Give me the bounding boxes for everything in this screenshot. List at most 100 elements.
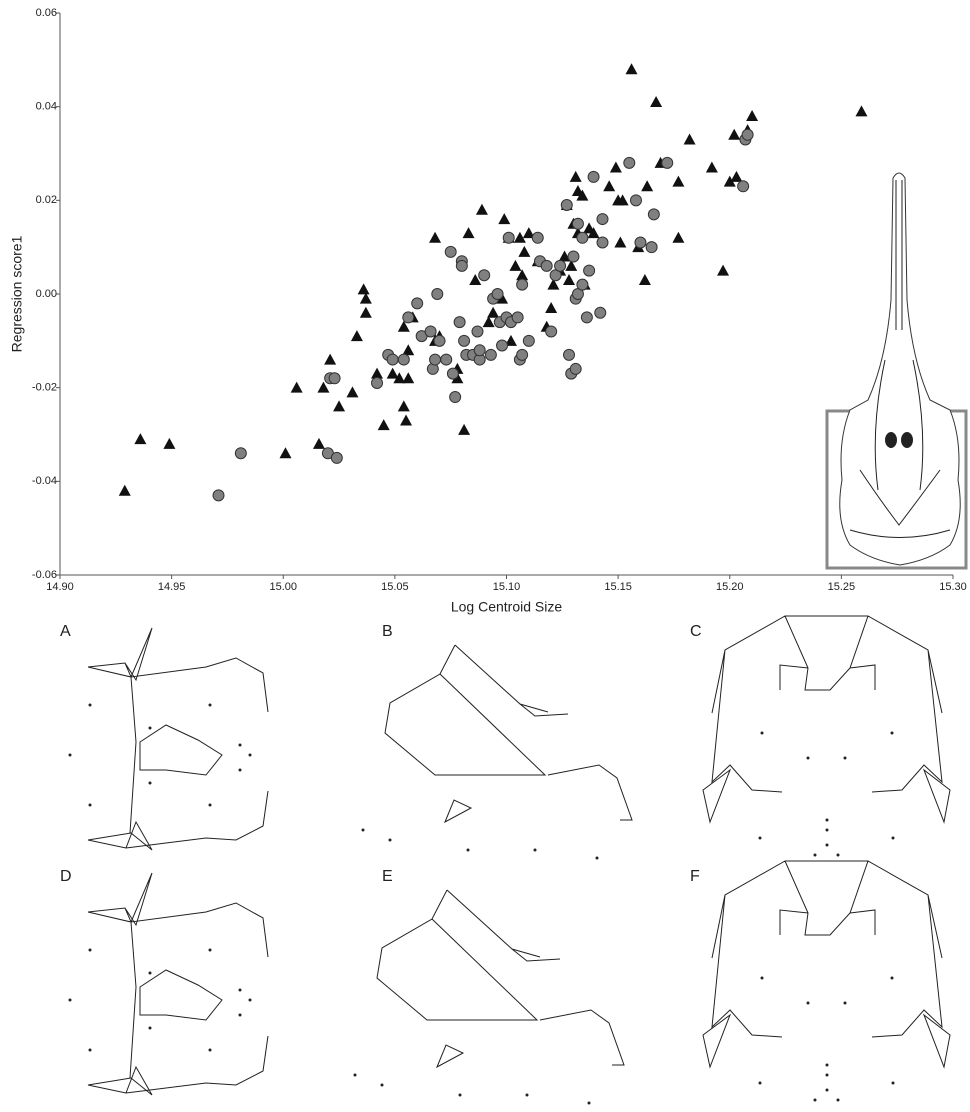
triangle-point (118, 484, 131, 496)
triangle-point (386, 367, 399, 379)
triangle-point (504, 334, 517, 346)
triangle-point (317, 381, 330, 393)
circle-point (516, 278, 529, 291)
circle-point (545, 325, 558, 338)
wireframe-a (68, 627, 269, 851)
circle-point (453, 316, 466, 329)
circle-point (661, 156, 674, 169)
triangle-point (563, 273, 576, 285)
triangle-point (723, 175, 736, 187)
y-tick-label: -0.02 (32, 382, 57, 394)
panel-label: B (382, 623, 393, 640)
panel-label: D (60, 868, 72, 885)
wireframe-f (702, 860, 951, 1102)
triangle-point (475, 203, 488, 215)
triangle-point (134, 433, 147, 445)
circle-point (583, 264, 596, 277)
triangle-point (469, 273, 482, 285)
circle-point (560, 199, 573, 212)
circle-point (496, 339, 509, 352)
circle-point (629, 194, 642, 207)
circle-point (397, 353, 410, 366)
circle-point (386, 353, 399, 366)
circle-point (446, 367, 459, 380)
circle-point (328, 372, 341, 385)
circle-point (567, 250, 580, 263)
circle-point (596, 236, 609, 249)
triangle-point (717, 264, 730, 276)
triangle-point (163, 437, 176, 449)
triangle-point (728, 128, 741, 140)
triangle-point (290, 381, 303, 393)
wireframe-c (702, 615, 951, 857)
triangle-point (746, 110, 759, 122)
circle-point (571, 217, 584, 230)
triangle-point (513, 231, 526, 243)
triangle-point (576, 189, 589, 201)
triangle-point (516, 269, 529, 281)
circle-point (516, 348, 529, 361)
triangle-point (429, 231, 442, 243)
triangle-point (705, 161, 718, 173)
triangle-point (565, 259, 578, 271)
circle-point (484, 348, 497, 361)
circle-point (429, 353, 442, 366)
y-tick-label: -0.06 (32, 569, 57, 581)
triangle-point (393, 372, 406, 384)
panel-label: E (382, 868, 393, 885)
y-tick-label: 0.04 (36, 101, 57, 113)
triangle-point (672, 175, 685, 187)
triangle-point (458, 423, 471, 435)
circle-point (440, 353, 453, 366)
circle-point (458, 334, 471, 347)
circle-point (576, 231, 589, 244)
triangle-point (855, 105, 868, 117)
triangle-point (569, 170, 582, 182)
triangle-point (462, 227, 475, 239)
triangle-point (482, 316, 495, 328)
triangle-point (400, 414, 413, 426)
circle-point (587, 170, 600, 183)
circle-point (502, 231, 515, 244)
triangle-point (279, 447, 292, 459)
circle-point (522, 334, 535, 347)
circle-point (580, 311, 593, 324)
circle-point (411, 297, 424, 310)
circle-point (554, 259, 567, 272)
circle-point (569, 362, 582, 375)
circle-point (647, 208, 660, 221)
triangle-point (487, 306, 500, 318)
circle-point (402, 311, 415, 324)
panel-label: F (690, 868, 700, 885)
circle-point (330, 451, 343, 464)
x-tick-label: 15.10 (493, 581, 521, 593)
circle-point (431, 288, 444, 300)
triangle-point (518, 245, 531, 257)
triangle-point (545, 302, 558, 314)
triangle-point (614, 236, 627, 248)
circle-point (234, 447, 247, 460)
y-tick-label: 0.06 (36, 7, 57, 19)
circle-point (433, 334, 446, 347)
circle-point (473, 344, 486, 357)
triangle-point (350, 330, 363, 342)
triangle-point (371, 367, 384, 379)
y-tick-label: 0.02 (36, 194, 57, 206)
triangle-point (638, 273, 651, 285)
triangle-point (324, 353, 337, 365)
circle-point (563, 348, 576, 361)
circle-point (645, 241, 658, 254)
skull-illustration (825, 172, 968, 570)
triangle-point (496, 292, 509, 304)
panel-label: A (60, 623, 71, 640)
circle-point (576, 278, 589, 291)
triangle-point (616, 194, 629, 206)
x-tick-label: 14.95 (158, 581, 186, 593)
x-tick-label: 15.00 (269, 581, 297, 593)
circle-point (634, 236, 647, 249)
circle-point (531, 231, 544, 244)
circle-point (596, 213, 609, 226)
triangle-point (547, 278, 560, 290)
y-tick-label: 0.00 (36, 288, 57, 300)
